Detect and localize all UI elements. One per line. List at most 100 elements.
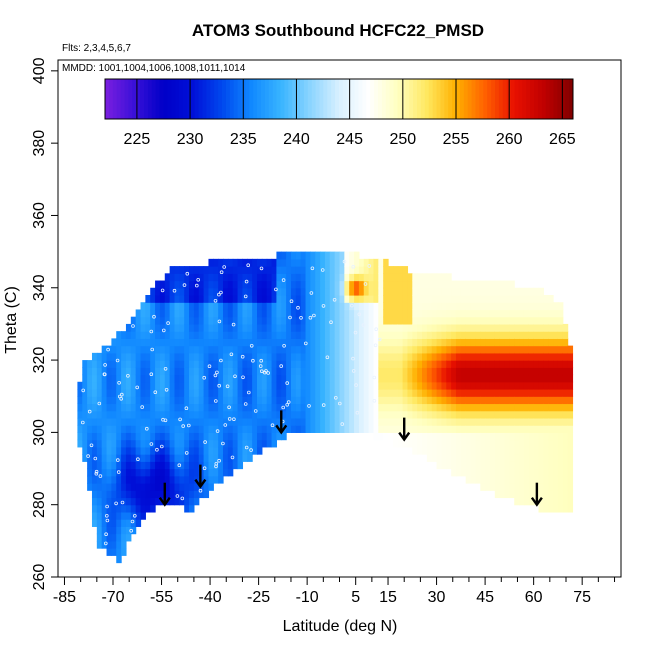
heatmap-cell	[426, 417, 433, 426]
heatmap-cell	[159, 280, 166, 289]
heatmap-cell	[475, 360, 481, 368]
heatmap-cell	[121, 360, 127, 368]
heatmap-cell	[237, 287, 244, 296]
heatmap-cell	[256, 273, 263, 282]
heatmap-cell	[548, 454, 554, 462]
heatmap-cell	[426, 273, 433, 282]
heatmap-cell	[407, 403, 413, 412]
heatmap-cell	[295, 338, 302, 347]
heatmap-cell	[184, 309, 190, 318]
heatmap-cell	[247, 374, 253, 383]
heatmap-cell	[145, 439, 151, 448]
heatmap-cell	[135, 490, 142, 499]
observation-point	[98, 474, 103, 478]
heatmap-cell	[218, 417, 224, 426]
colorbar-segment	[292, 79, 297, 119]
heatmap-cell	[125, 432, 132, 441]
heatmap-cell	[519, 483, 525, 491]
heatmap-cell	[460, 309, 467, 318]
heatmap-cell	[383, 302, 389, 311]
heatmap-cell	[159, 396, 166, 405]
heatmap-cell	[290, 374, 297, 383]
heatmap-cell	[286, 295, 292, 303]
heatmap-cell	[179, 352, 185, 361]
heatmap-cell	[417, 367, 423, 376]
heatmap-cell	[174, 490, 180, 499]
heatmap-cell	[499, 302, 506, 311]
heatmap-cell	[150, 403, 156, 412]
heatmap-cell	[174, 295, 180, 303]
heatmap-cell	[538, 497, 544, 506]
x-tick-label: -55	[150, 589, 173, 606]
heatmap-cell	[329, 258, 336, 267]
heatmap-cell	[213, 439, 219, 448]
heatmap-cell	[130, 316, 137, 325]
heatmap-cell	[91, 439, 98, 448]
heatmap-cell	[227, 468, 234, 477]
heatmap-cell	[271, 323, 277, 332]
heatmap-cell	[557, 374, 564, 383]
heatmap-cell	[504, 360, 510, 368]
colorbar-segment	[194, 79, 200, 119]
heatmap-cell	[441, 331, 447, 339]
colorbar-segment	[534, 79, 539, 119]
heatmap-cell	[232, 410, 239, 419]
heatmap-cell	[121, 454, 127, 462]
heatmap-cell	[261, 331, 268, 339]
heatmap-cell	[145, 389, 151, 397]
heatmap-cell	[121, 338, 127, 347]
observation-point	[131, 324, 135, 328]
heatmap-cell	[320, 266, 326, 274]
heatmap-cell	[407, 345, 413, 354]
heatmap-cell	[266, 331, 273, 339]
heatmap-cell	[213, 316, 219, 325]
heatmap-cell	[548, 497, 554, 506]
heatmap-cell	[82, 389, 88, 397]
heatmap-cell	[252, 360, 258, 368]
observation-point	[203, 440, 207, 444]
heatmap-cell	[130, 432, 137, 441]
heatmap-cell	[125, 461, 132, 470]
heatmap-cell	[193, 425, 200, 433]
heatmap-cell	[431, 367, 438, 376]
heatmap-cell	[470, 446, 476, 455]
heatmap-cell	[315, 302, 321, 311]
heatmap-cell	[218, 302, 224, 311]
observation-point	[312, 313, 316, 318]
heatmap-cell	[111, 374, 117, 383]
heatmap-cell	[528, 338, 535, 347]
heatmap-cell	[130, 490, 137, 499]
heatmap-cell	[465, 302, 472, 311]
heatmap-cell	[397, 338, 404, 347]
heatmap-cell	[140, 446, 146, 455]
heatmap-cell	[320, 280, 326, 289]
heatmap-cell	[276, 258, 282, 267]
observation-point	[296, 305, 300, 310]
heatmap-cell	[242, 410, 248, 419]
heatmap-cell	[218, 446, 224, 455]
heatmap-cell	[431, 374, 438, 383]
heatmap-cell	[426, 425, 433, 433]
heatmap-cell	[184, 352, 190, 361]
heatmap-cell	[184, 417, 190, 426]
heatmap-cell	[286, 316, 292, 325]
heatmap-cell	[349, 381, 355, 390]
heatmap-cell	[261, 425, 268, 433]
heatmap-cell	[232, 381, 239, 390]
heatmap-cell	[290, 367, 297, 376]
heatmap-cell	[237, 316, 244, 325]
heatmap-cell	[300, 417, 307, 426]
heatmap-cell	[557, 454, 564, 462]
heatmap-cell	[553, 352, 559, 361]
observation-point	[175, 494, 180, 498]
heatmap-cell	[339, 323, 345, 332]
heatmap-cell	[203, 280, 210, 289]
heatmap-cell	[509, 316, 515, 325]
heatmap-cell	[164, 417, 171, 426]
heatmap-cell	[96, 475, 103, 484]
heatmap-cell	[417, 273, 423, 282]
heatmap-cell	[227, 316, 234, 325]
heatmap-cell	[567, 454, 574, 462]
heatmap-cell	[164, 381, 171, 390]
